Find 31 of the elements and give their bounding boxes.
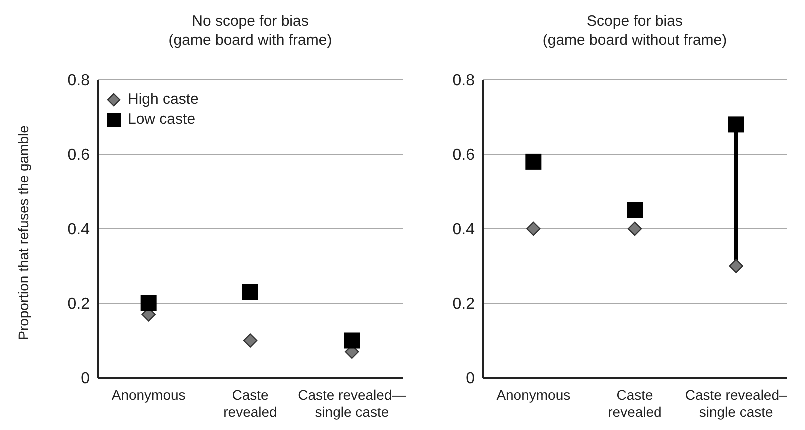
- chart-title: Scope for bias (game board without frame): [542, 12, 728, 50]
- y-tick-label: 0: [466, 370, 476, 388]
- y-tick-label: 0.2: [68, 296, 90, 314]
- y-axis-title: Proportion that refuses the gamble: [15, 126, 32, 340]
- point: [140, 296, 157, 312]
- x-tick-label: Anonymous: [112, 387, 186, 403]
- chart-title: No scope for bias (game board with frame): [168, 12, 334, 50]
- y-tick-label: 0.4: [452, 222, 476, 239]
- x-tick-label: Caste revealed— single caste: [298, 387, 406, 420]
- point: [242, 284, 258, 300]
- point: [728, 116, 744, 133]
- point: [628, 222, 642, 236]
- x-tick-label: Caste revealed: [608, 387, 662, 420]
- point: [627, 202, 643, 218]
- point: [526, 222, 541, 236]
- x-tick-label: Caste revealed– single caste: [685, 387, 788, 420]
- x-tick-label: Caste revealed: [224, 387, 278, 420]
- y-tick-label: 0.8: [452, 72, 476, 90]
- y-tick-label: 0.6: [68, 147, 90, 164]
- point: [526, 154, 542, 170]
- y-tick-label: 0: [81, 370, 90, 388]
- point: [344, 332, 360, 349]
- y-tick-label: 0.2: [452, 296, 476, 314]
- y-tick-label: 0.6: [452, 147, 476, 164]
- point: [243, 334, 258, 348]
- y-tick-label: 0.8: [68, 72, 90, 90]
- point: [729, 259, 744, 274]
- legend-label: High caste: [128, 90, 199, 110]
- x-tick-label: Anonymous: [496, 387, 571, 403]
- y-tick-label: 0.4: [68, 222, 90, 239]
- legend-label: Low caste: [128, 110, 196, 130]
